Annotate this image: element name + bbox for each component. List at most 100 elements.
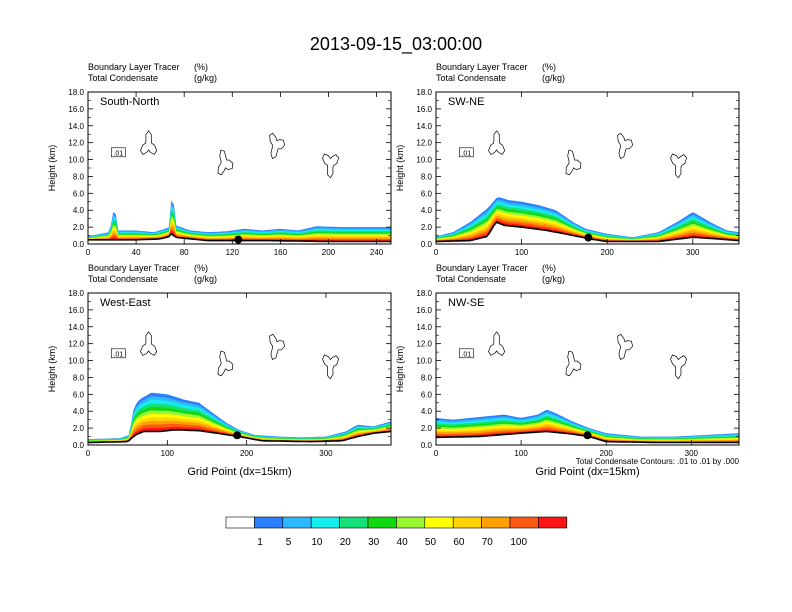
colorbar-swatch (424, 516, 454, 529)
y-tick-label: 2.0 (73, 424, 85, 433)
panel-label-condensate: Total Condensate (436, 274, 506, 284)
colorbar-swatch (396, 516, 426, 529)
station-marker (583, 431, 592, 440)
tracer-field (436, 331, 739, 445)
panel-unit-tracer: (%) (542, 62, 556, 72)
contour-tag-box (458, 348, 474, 359)
panel-label-condensate: Total Condensate (436, 73, 506, 83)
y-tick-label: 10.0 (416, 357, 432, 366)
panel-unit-tracer: (%) (542, 263, 556, 273)
y-tick-label: 16.0 (416, 105, 432, 114)
tracer-field (88, 331, 391, 445)
panel-unit-tracer: (%) (194, 62, 208, 72)
colorbar-swatch (254, 516, 284, 529)
y-tick-label: 4.0 (73, 407, 85, 416)
y-tick-label: 8.0 (421, 172, 433, 181)
x-tick-label: 100 (514, 449, 528, 458)
x-tick-label: 120 (226, 248, 240, 257)
plot-frame (87, 91, 392, 245)
panel-label-tracer: Boundary Layer Tracer (436, 263, 528, 273)
y-tick-label: 4.0 (421, 407, 433, 416)
colorbar-label: 60 (453, 537, 465, 548)
y-tick-label: 12.0 (68, 340, 84, 349)
tracer-field (436, 130, 739, 244)
condensate-contour (565, 149, 582, 176)
y-tick-label: 16.0 (416, 306, 432, 315)
y-tick-label: 10.0 (68, 156, 84, 165)
colorbar-swatch (225, 516, 255, 529)
contour-tag: .01 (461, 351, 471, 358)
x-tick-label: 200 (240, 449, 254, 458)
condensate-contour (565, 350, 582, 377)
y-tick-label: 12.0 (416, 139, 432, 148)
station-marker (233, 431, 242, 440)
y-axis-label: Height (km) (47, 145, 57, 192)
x-tick-label: 240 (370, 248, 384, 257)
y-tick-label: 4.0 (73, 206, 85, 215)
colorbar-label: 40 (397, 537, 409, 548)
y-axis-label: Height (km) (395, 145, 405, 192)
y-tick-label: 2.0 (73, 223, 85, 232)
y-axis-label: Height (km) (47, 346, 57, 393)
colorbar-label: 1 (257, 537, 263, 548)
y-tick-label: 0.0 (73, 441, 85, 450)
panel-label-condensate: Total Condensate (88, 73, 158, 83)
colorbar-label: 5 (286, 537, 292, 548)
colorbar-label: 100 (510, 537, 527, 548)
colorbar-swatch (538, 516, 568, 529)
terrain-fill (436, 222, 739, 244)
panel-unit-condensate: (g/kg) (542, 73, 565, 83)
y-tick-label: 18.0 (416, 88, 432, 97)
y-tick-label: 12.0 (68, 139, 84, 148)
y-tick-label: 6.0 (73, 390, 85, 399)
colorbar-label: 20 (340, 537, 352, 548)
y-tick-label: 8.0 (421, 373, 433, 382)
y-tick-label: 14.0 (416, 323, 432, 332)
x-tick-label: 100 (515, 248, 529, 257)
y-tick-label: 6.0 (421, 390, 433, 399)
condensate-contour (488, 331, 506, 356)
contour-tag: .01 (113, 150, 123, 157)
panel-title: South-North (100, 96, 159, 108)
colorbar-swatch (509, 516, 539, 529)
condensate-contour (217, 350, 234, 377)
y-tick-label: 10.0 (416, 156, 432, 165)
colorbar-label: 70 (482, 537, 494, 548)
condensate-contour (140, 130, 158, 155)
x-tick-label: 300 (686, 248, 700, 257)
condensate-contour (322, 153, 339, 179)
panel-unit-condensate: (g/kg) (194, 274, 217, 284)
x-tick-label: 200 (600, 449, 614, 458)
colorbar-swatch (282, 516, 312, 529)
panel-title: West-East (100, 297, 151, 309)
y-tick-label: 2.0 (421, 424, 433, 433)
condensate-contour (670, 354, 687, 380)
y-tick-label: 0.0 (73, 240, 85, 249)
condensate-contour (617, 132, 633, 159)
x-tick-label: 0 (86, 248, 91, 257)
condensate-contour (670, 153, 687, 179)
condensate-contour (269, 333, 285, 360)
condensate-contour (217, 149, 234, 176)
panel-unit-condensate: (g/kg) (194, 73, 217, 83)
contour-tag-box (111, 147, 126, 158)
x-tick-label: 40 (132, 248, 141, 257)
colorbar-swatch (481, 516, 511, 529)
colorbar-swatch (310, 516, 340, 529)
condensate-contour (322, 354, 339, 380)
y-tick-label: 16.0 (68, 306, 84, 315)
condensate-contour (140, 331, 158, 356)
x-tick-label: 0 (434, 449, 439, 458)
panel-label-tracer: Boundary Layer Tracer (88, 62, 180, 72)
panel-unit-condensate: (g/kg) (542, 274, 565, 284)
colorbar-label: 30 (368, 537, 380, 548)
x-tick-label: 100 (161, 449, 175, 458)
condensate-contour (269, 132, 285, 159)
panel-title: SW-NE (448, 96, 484, 108)
station-marker (234, 235, 243, 244)
y-tick-label: 2.0 (421, 223, 433, 232)
